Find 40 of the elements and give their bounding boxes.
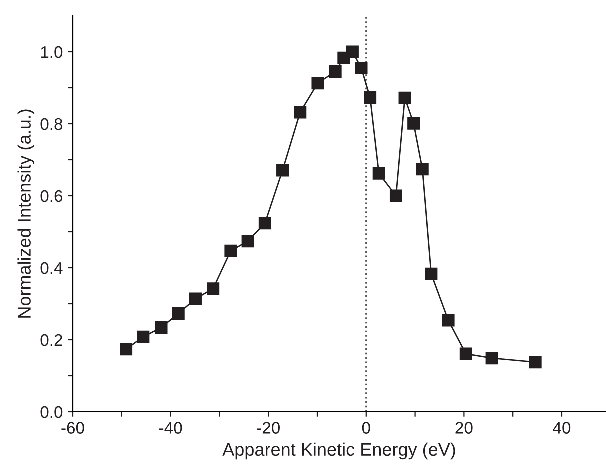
y-tick-label: 0.6 [40, 190, 63, 202]
point [416, 163, 429, 176]
point [398, 92, 412, 104]
text: 0.0 [40, 406, 63, 418]
x-tick-label: -60 [62, 422, 84, 434]
x-tick-label: 0 [362, 422, 370, 434]
point [364, 91, 377, 104]
point [312, 77, 324, 90]
point [460, 348, 472, 360]
y-tick-label: 1.0 [41, 46, 63, 58]
point [329, 66, 342, 78]
x-axis-title: Apparent Kinetic Energy (eV) [222, 442, 456, 460]
x-tick-label: 40 [553, 422, 571, 434]
point [355, 62, 368, 74]
point [276, 164, 290, 177]
point [408, 117, 420, 130]
point [529, 356, 542, 369]
point [390, 190, 402, 202]
point [486, 352, 498, 365]
point [425, 268, 438, 280]
point [207, 282, 220, 296]
point [155, 322, 168, 334]
y-axis-title: Normalized Intensity (a.u.) [18, 110, 35, 318]
x-tick-label: -40 [159, 422, 182, 434]
point [242, 235, 254, 248]
point [172, 307, 185, 320]
point [294, 106, 307, 119]
point [120, 343, 133, 356]
point [137, 330, 150, 344]
point [346, 46, 359, 58]
point [189, 292, 202, 306]
y-tick-label: 0.4 [40, 262, 63, 274]
y-tick-label: 0.2 [40, 334, 62, 346]
y-tick-label: 0.8 [40, 118, 63, 130]
x-tick-label: -20 [257, 422, 280, 434]
x-tick-label: 20 [456, 422, 473, 434]
point [258, 217, 272, 230]
point [224, 244, 238, 258]
point [372, 167, 386, 180]
point [442, 314, 455, 327]
